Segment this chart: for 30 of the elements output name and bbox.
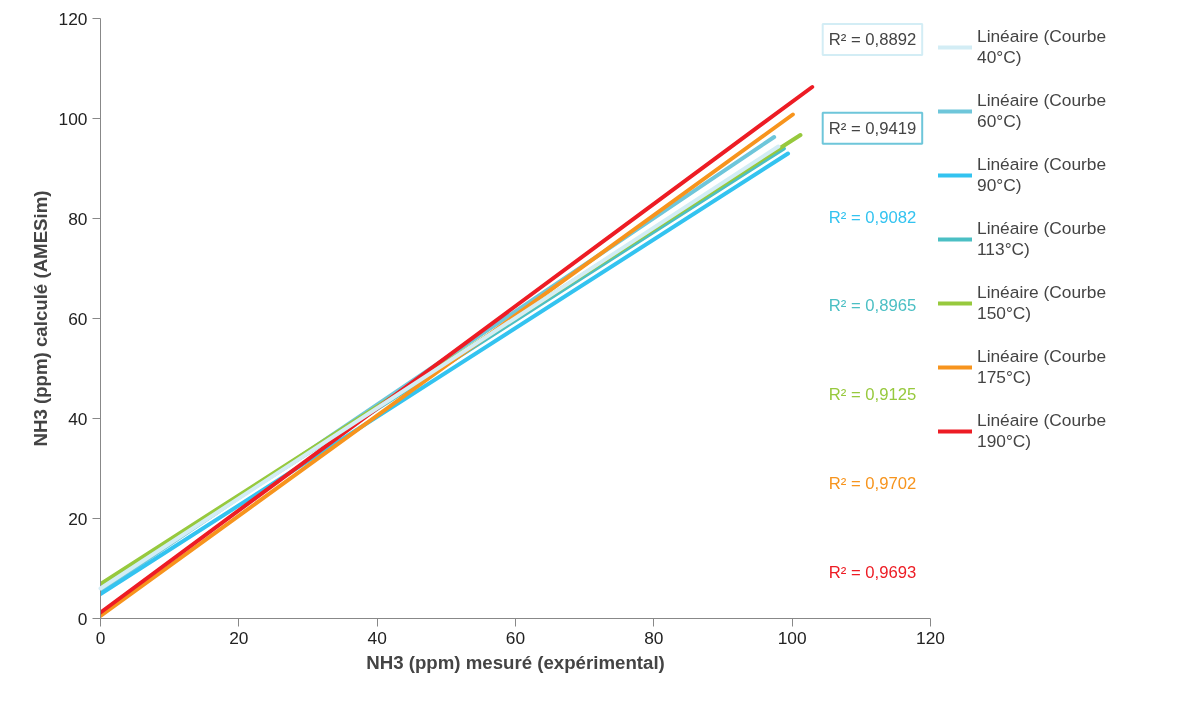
annotation: R² = 0,9082 xyxy=(828,207,917,227)
y-axis-title: NH3 (ppm) calculé (AMESim) xyxy=(29,190,51,447)
y-tick-label: 40 xyxy=(68,408,88,429)
annotation: R² = 0,9125 xyxy=(828,385,917,405)
legend-label: Linéaire (Courbe 40°C) xyxy=(977,26,1107,68)
annotation: R² = 0,8892 xyxy=(828,30,917,49)
x-tick-label: 60 xyxy=(505,627,526,648)
annotation: R² = 0,9419 xyxy=(828,118,917,138)
legend-label: Linéaire (Courbe 175°C) xyxy=(977,346,1107,388)
x-tick-label: 20 xyxy=(229,627,249,648)
y-tick-label: 80 xyxy=(68,208,88,229)
x-tick-label: 80 xyxy=(644,627,664,648)
x-axis-title: NH3 (ppm) mesuré (expérimental) xyxy=(366,651,665,673)
x-tick-label: 120 xyxy=(916,627,945,648)
y-tick-label: 100 xyxy=(58,108,88,129)
x-tick-label: 100 xyxy=(777,627,807,648)
annotation: R² = 0,8965 xyxy=(828,296,917,316)
y-tick-label: 60 xyxy=(68,308,88,329)
y-tick-label: 0 xyxy=(77,608,88,629)
y-tick-label: 20 xyxy=(68,508,88,529)
x-tick-label: 0 xyxy=(95,627,106,648)
annotation: R² = 0,9702 xyxy=(828,474,917,493)
x-tick-label: 40 xyxy=(367,627,387,648)
legend-label: Linéaire (Courbe 150°C) xyxy=(977,282,1107,324)
legend-label: Linéaire (Courbe 60°C) xyxy=(977,90,1107,132)
legend-label: Linéaire (Courbe 113°C) xyxy=(977,218,1107,260)
y-tick-label: 120 xyxy=(58,8,88,29)
legend-label: Linéaire (Courbe 190°C) xyxy=(977,410,1107,452)
legend-label: Linéaire (Courbe 90°C) xyxy=(977,154,1107,196)
annotation: R² = 0,9693 xyxy=(828,562,917,582)
